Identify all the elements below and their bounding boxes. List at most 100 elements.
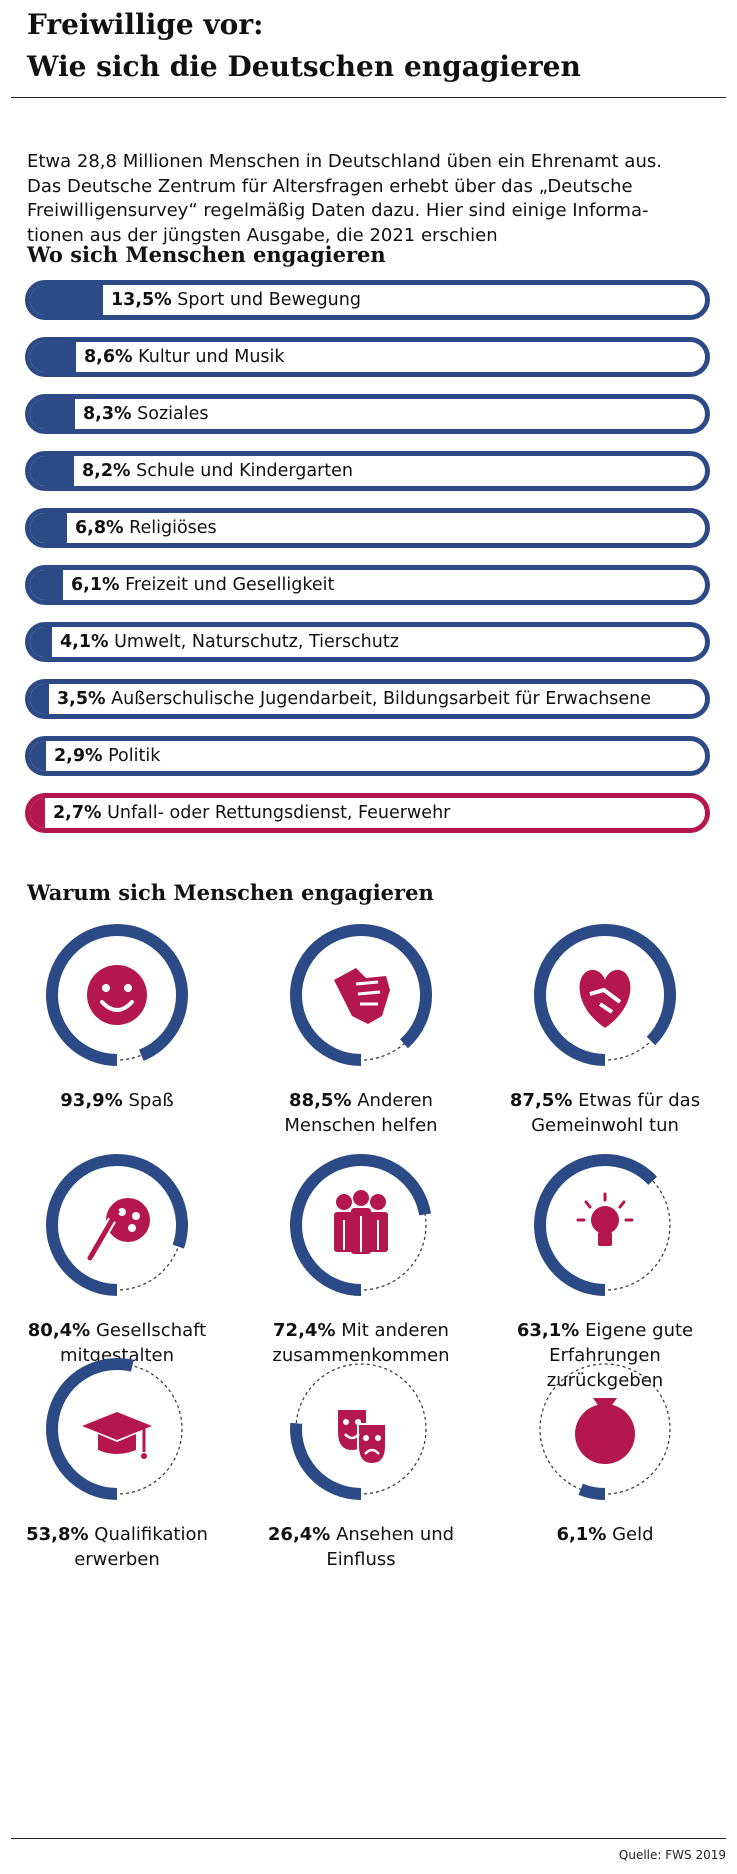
gauge-caption: 80,4% Gesellschaft mitgestalten <box>7 1318 227 1368</box>
bar-label: 2,9% Politik <box>54 741 160 771</box>
gauge-item: 72,4% Mit anderen zusammenkommen <box>261 1150 461 1370</box>
helping-hand-icon <box>334 968 390 1024</box>
bar-row: 8,6% Kultur und Musik <box>25 337 710 377</box>
bar-fill <box>30 456 74 486</box>
gauge-ring <box>290 1154 432 1296</box>
gauge-arc <box>46 1358 134 1500</box>
people-group-icon <box>334 1190 388 1254</box>
gauge-ring <box>46 1358 183 1500</box>
gauge-arc <box>534 1154 658 1296</box>
gauge-arc <box>46 924 188 1066</box>
bar-category: Soziales <box>137 404 209 424</box>
gauge-arc <box>46 1154 188 1296</box>
title-line-1: Freiwillige vor: <box>27 8 264 41</box>
gauge-label: Anderen Menschen helfen <box>284 1090 438 1136</box>
gauge-label: Spaß <box>128 1090 174 1111</box>
bar-label: 13,5% Sport und Bewegung <box>111 285 361 315</box>
bar-row: 2,9% Politik <box>25 736 710 776</box>
bar-value: 4,1% <box>60 632 109 652</box>
intro-line: Freiwilligensurvey“ regelmäßig Daten daz… <box>27 200 649 221</box>
intro-text: Etwa 28,8 Millionen Menschen in Deutschl… <box>27 150 717 248</box>
gauge-caption: 53,8% Qualifikation erwerben <box>7 1522 227 1572</box>
bar-fill <box>30 570 63 600</box>
bar-row: 2,7% Unfall- oder Rettungsdienst, Feuerw… <box>25 793 710 833</box>
gauge-value: 80,4% <box>27 1320 91 1341</box>
bar-category: Umwelt, Naturschutz, Tierschutz <box>114 632 399 652</box>
bar-label: 8,6% Kultur und Musik <box>84 342 285 372</box>
smiley-icon <box>87 965 147 1025</box>
bar-category: Politik <box>108 746 161 766</box>
gauge-track <box>295 1159 427 1291</box>
gauge-track <box>539 1363 671 1495</box>
gauge-label: Eigene gute Erfahrungen zurückgeben <box>546 1320 694 1391</box>
bar-value: 6,8% <box>75 518 124 538</box>
bar-row: 8,3% Soziales <box>25 394 710 434</box>
gauge-label: Geld <box>612 1524 654 1545</box>
bar-label: 6,1% Freizeit und Geselligkeit <box>71 570 334 600</box>
title-line-2: Wie sich die Deutschen engagieren <box>27 50 581 83</box>
gauge-item: 87,5% Etwas für das Gemeinwohl tun <box>505 920 705 1140</box>
intro-line: Das Deutsche Zentrum für Altersfragen er… <box>27 175 633 197</box>
gauge-label: Mit anderen zusammenkommen <box>272 1320 450 1366</box>
bar-label: 8,3% Soziales <box>83 399 208 429</box>
lightbulb-icon <box>576 1192 634 1246</box>
gauge-item: 26,4% Ansehen und Einfluss <box>261 1354 461 1574</box>
bar-fill <box>30 513 67 543</box>
bar-fill <box>30 627 52 657</box>
bar-row: 13,5% Sport und Bewegung <box>25 280 710 320</box>
divider <box>11 1838 726 1839</box>
gauge-value: 87,5% <box>509 1090 573 1111</box>
palette-icon <box>86 1198 150 1261</box>
gauge-caption: 63,1% Eigene gute Erfahrungen zurückgebe… <box>495 1318 715 1393</box>
gauge-value: 53,8% <box>26 1524 89 1545</box>
bar-category: Unfall- oder Rettungsdienst, Feuerwehr <box>107 803 451 823</box>
gauge-arc <box>290 1154 432 1296</box>
gauge-value: 72,4% <box>273 1320 336 1341</box>
gauge-label: Ansehen und Einfluss <box>326 1524 455 1570</box>
gauge-track <box>539 1159 671 1291</box>
bar-fill <box>30 741 46 771</box>
gauge-track <box>51 1363 183 1495</box>
bar-row: 6,1% Freizeit und Geselligkeit <box>25 565 710 605</box>
bar-fill <box>30 342 76 372</box>
bar-value: 8,3% <box>83 404 132 424</box>
bar-label: 8,2% Schule und Kindergarten <box>82 456 353 486</box>
money-bag-icon <box>575 1398 635 1464</box>
bar-chart-title: Wo sich Menschen engagieren <box>27 242 386 267</box>
bar-category: Religiöses <box>129 518 217 538</box>
gauge-caption: 88,5% Anderen Menschen helfen <box>251 1088 471 1138</box>
bar-row: 4,1% Umwelt, Naturschutz, Tierschutz <box>25 622 710 662</box>
gauge-ring <box>46 1154 188 1296</box>
gauge-value: 6,1% <box>556 1524 607 1545</box>
gauge-item: 93,9% Spaß <box>17 920 217 1140</box>
bar-category: Außerschulische Jugendarbeit, Bildungsar… <box>111 689 652 709</box>
gauge-value: 26,4% <box>267 1524 331 1545</box>
bar-row: 6,8% Religiöses <box>25 508 710 548</box>
bar-value: 2,9% <box>54 746 103 766</box>
gauge-track <box>295 1363 427 1495</box>
bar-label: 6,8% Religiöses <box>75 513 217 543</box>
gauge-arc <box>534 924 676 1066</box>
gauge-item: 88,5% Anderen Menschen helfen <box>261 920 461 1140</box>
bar-value: 8,2% <box>82 461 131 481</box>
gauge-arc <box>290 1422 362 1500</box>
heart-handshake-icon <box>579 969 631 1028</box>
bar-fill <box>30 798 45 828</box>
gauge-chart-title: Warum sich Menschen engagieren <box>27 880 434 905</box>
bar-category: Sport und Bewegung <box>177 290 361 310</box>
gauge-ring <box>539 1363 671 1500</box>
bar-label: 3,5% Außerschulische Jugendarbeit, Bildu… <box>57 684 651 714</box>
gauge-label: Gesellschaft mitgestalten <box>59 1320 207 1366</box>
bar-category: Kultur und Musik <box>138 347 285 367</box>
bar-row: 8,2% Schule und Kindergarten <box>25 451 710 491</box>
gauge-caption: 26,4% Ansehen und Einfluss <box>251 1522 471 1572</box>
gauge-caption: 6,1% Geld <box>495 1522 715 1547</box>
gauge-label: Etwas für das Gemeinwohl tun <box>531 1090 701 1136</box>
gauge-item: 53,8% Qualifikation erwerben <box>17 1354 217 1574</box>
bar-value: 13,5% <box>111 290 172 310</box>
bar-category: Freizeit und Geselligkeit <box>125 575 335 595</box>
gauge-value: 88,5% <box>289 1090 352 1111</box>
bar-fill <box>30 684 49 714</box>
bar-value: 2,7% <box>53 803 102 823</box>
bar-value: 8,6% <box>84 347 133 367</box>
